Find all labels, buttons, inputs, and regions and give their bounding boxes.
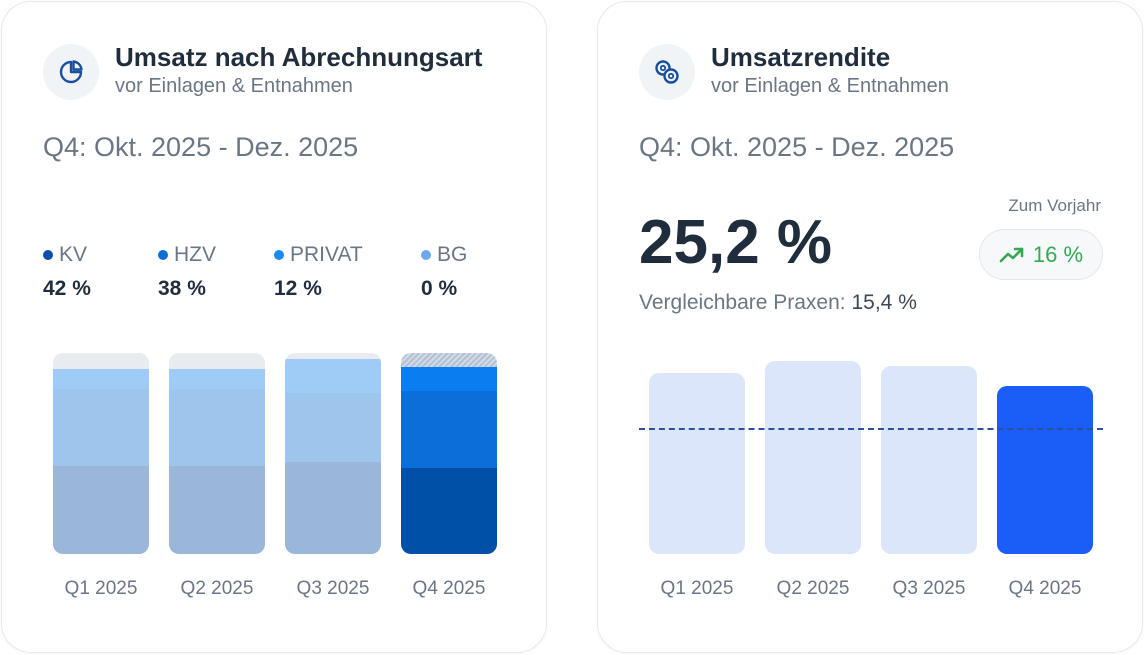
yoy-badge: 16 % bbox=[979, 229, 1103, 280]
legend-label: HZV bbox=[174, 243, 216, 266]
x-axis-label: Q3 2025 bbox=[892, 578, 966, 599]
comparison-value: 15,4 % bbox=[851, 291, 917, 314]
legend-value: 42 % bbox=[43, 277, 91, 300]
x-axis-label: Q2 2025 bbox=[180, 578, 254, 599]
bar-segment-bg bbox=[169, 353, 265, 370]
stacked-bar[interactable] bbox=[285, 353, 381, 554]
bar-segment-privat bbox=[169, 369, 265, 390]
legend-dot bbox=[421, 250, 431, 260]
margin-bar[interactable] bbox=[765, 360, 861, 554]
trending-up-icon bbox=[999, 247, 1024, 262]
x-axis-label: Q1 2025 bbox=[660, 578, 734, 599]
bar-segment-hzv bbox=[53, 389, 149, 466]
legend-dot bbox=[158, 250, 168, 260]
legend-item-privat: PRIVAT 12 % bbox=[274, 243, 363, 301]
pie-chart-icon bbox=[43, 44, 99, 100]
legend-value: 0 % bbox=[421, 277, 458, 300]
bar-segment-kv bbox=[401, 467, 497, 554]
card-subtitle: vor Einlagen & Entnahmen bbox=[115, 75, 353, 97]
period-label: Q4: Okt. 2025 - Dez. 2025 bbox=[639, 132, 955, 162]
x-axis-label: Q3 2025 bbox=[296, 578, 370, 599]
yoy-value: 16 % bbox=[1032, 241, 1084, 267]
stacked-bar[interactable] bbox=[401, 353, 497, 554]
bar-segment-bg bbox=[285, 353, 381, 360]
stacked-bar[interactable] bbox=[53, 353, 149, 554]
stacked-bar[interactable] bbox=[169, 353, 265, 554]
margin-bar[interactable] bbox=[881, 365, 977, 554]
legend-value: 12 % bbox=[274, 277, 322, 300]
x-axis-label: Q4 2025 bbox=[1008, 578, 1082, 599]
legend-label: BG bbox=[437, 243, 468, 266]
revenue-by-billing-card: Umsatz nach Abrechnungsart vor Einlagen … bbox=[1, 1, 547, 653]
x-axis-label: Q2 2025 bbox=[776, 578, 850, 599]
bar-segment-hzv bbox=[285, 393, 381, 462]
legend-item-kv: KV 42 % bbox=[43, 243, 91, 301]
legend-item-hzv: HZV 38 % bbox=[158, 243, 216, 301]
legend-item-bg: BG 0 % bbox=[421, 243, 467, 301]
coins-icon bbox=[639, 44, 695, 100]
bar-segment-privat bbox=[401, 367, 497, 392]
comparison-reference-line bbox=[639, 428, 1103, 431]
legend-dot bbox=[43, 250, 53, 260]
legend-label: KV bbox=[59, 243, 88, 266]
bar-segment-hzv bbox=[169, 389, 265, 466]
bar-segment-kv bbox=[285, 461, 381, 554]
comparison-label: Vergleichbare Praxen: bbox=[639, 291, 846, 314]
bar-segment-privat bbox=[285, 359, 381, 394]
profit-margin-card: Umsatzrendite vor Einlagen & Entnahmen Q… bbox=[597, 1, 1143, 653]
margin-bar[interactable] bbox=[997, 385, 1093, 554]
bar-segment-kv bbox=[53, 465, 149, 554]
card-title: Umsatz nach Abrechnungsart bbox=[115, 42, 483, 72]
comparison-text: Vergleichbare Praxen: 15,4 % bbox=[639, 291, 917, 315]
card-subtitle: vor Einlagen & Entnahmen bbox=[711, 75, 949, 97]
legend-dot bbox=[274, 250, 284, 260]
bar-segment-hzv bbox=[401, 391, 497, 468]
bar-segment-bg bbox=[53, 353, 149, 370]
period-label: Q4: Okt. 2025 - Dez. 2025 bbox=[43, 132, 359, 162]
bar-segment-bg bbox=[401, 353, 497, 368]
yoy-label: Zum Vorjahr bbox=[1008, 196, 1101, 215]
card-title: Umsatzrendite bbox=[711, 42, 891, 72]
bar-segment-kv bbox=[169, 465, 265, 554]
legend-value: 38 % bbox=[158, 277, 206, 300]
legend-label: PRIVAT bbox=[290, 243, 363, 266]
bar-segment-privat bbox=[53, 369, 149, 390]
x-axis-label: Q4 2025 bbox=[412, 578, 486, 599]
profit-margin-value: 25,2 % bbox=[639, 208, 833, 277]
margin-bar[interactable] bbox=[649, 373, 745, 554]
x-axis-label: Q1 2025 bbox=[64, 578, 138, 599]
